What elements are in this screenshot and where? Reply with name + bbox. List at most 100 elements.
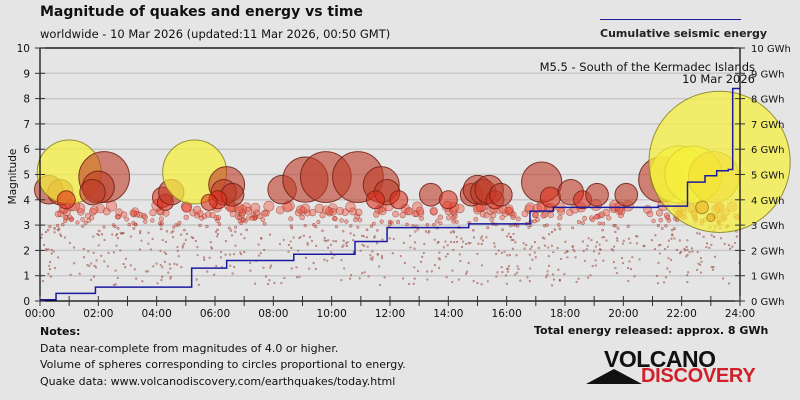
quake-point [100,233,104,236]
quake-point [151,237,154,240]
quake-point [138,248,142,251]
quake-point [616,226,620,230]
quake-point [92,251,95,254]
quake-point [184,238,187,242]
quake-point [249,215,255,221]
quake-point [181,246,184,249]
quake-point [238,209,246,217]
quake-point [426,278,429,281]
quake-point [413,241,417,244]
quake-point [419,182,443,207]
quake-point [243,219,248,224]
quake-point [388,237,391,240]
quake-point [159,249,162,252]
quake-point [383,276,386,279]
quake-point [550,244,554,247]
quake-point [302,234,305,237]
quake-point [635,242,639,245]
quake-point [507,264,510,268]
quake-point [308,267,311,270]
quake-point [486,226,490,230]
quake-point [180,266,183,269]
quake-point [53,266,57,270]
quake-point [417,209,425,217]
quake-point [159,227,163,231]
quake-point [366,245,369,248]
quake-point [342,239,345,242]
quake-point [485,236,488,239]
quake-point [355,208,363,217]
quake-point [234,244,237,247]
quake-point [75,203,86,213]
quake-point [658,217,664,223]
quake-point [497,249,500,252]
quake-point [444,240,447,243]
quake-point [489,182,513,207]
volcanodiscovery-logo[interactable]: VOLCANO DISCOVERY [586,346,756,390]
quake-point [411,224,415,228]
quake-point [224,253,227,256]
quake-point [563,272,566,276]
quake-point [586,276,590,279]
quake-point [173,262,176,265]
quake-point [621,242,624,245]
quake-point [413,247,416,250]
quake-point [614,182,639,207]
y-tick-label: 4 [23,195,30,207]
quake-point [243,237,246,240]
y2-tick-label: 0 GWh [751,297,785,308]
quake-point [445,215,452,221]
quake-point [527,225,531,229]
quake-point [472,279,475,283]
quake-point [480,264,483,267]
quake-point [698,232,701,235]
quake-point [598,211,606,218]
quake-point [510,238,513,242]
quake-point [412,282,415,285]
quake-point [365,190,385,210]
quake-point [731,245,734,248]
quake-point [298,275,301,278]
quake-point [314,225,318,229]
quake-point [425,222,430,227]
quake-point [667,257,670,260]
quake-point [373,235,376,238]
y-axis-label: Magnitude [7,149,19,205]
quake-point [299,235,302,239]
quake-point [566,256,569,259]
quake-point [705,242,709,245]
quake-point [98,229,101,233]
quake-point [532,211,540,219]
quake-point [315,244,318,247]
quake-point [585,182,609,207]
quake-point [479,237,482,240]
quake-point [240,233,243,236]
quake-point [282,238,285,241]
quake-point [612,249,615,252]
quake-point [668,270,672,273]
quake-point [254,282,257,285]
quake-point [345,244,349,247]
quake-point [429,206,438,215]
quake-point [583,259,586,262]
logo-text-bottom: DISCOVERY [641,365,756,387]
quake-point [537,246,540,249]
quake-point [531,258,534,261]
quake-point [480,235,484,238]
quake-point [530,245,533,248]
quake-point [510,214,516,220]
quake-point [88,264,91,267]
quake-point [548,264,551,267]
quake-point [310,239,314,243]
quake-point [591,265,594,268]
quake-point [275,205,285,215]
quake-point [133,210,141,218]
y2-tick-label: 3 GWh [751,221,785,232]
quake-point [658,252,661,255]
quake-point [183,228,186,232]
quake-point [367,275,370,278]
quake-point [159,263,162,267]
y-tick-label: 7 [23,119,30,131]
quake-point [699,256,703,260]
quake-point [160,278,163,282]
